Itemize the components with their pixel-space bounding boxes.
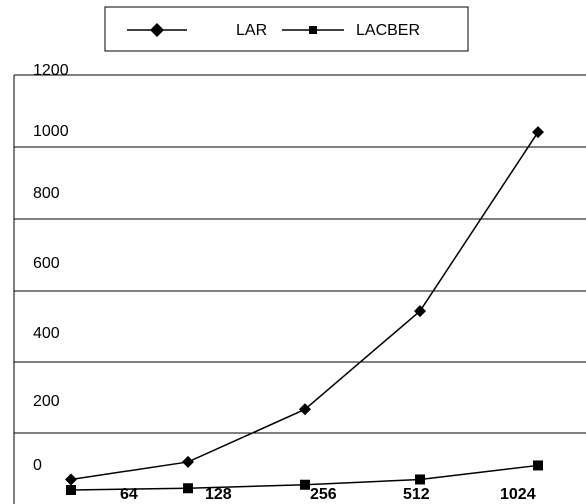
y-tick-label: 200: [33, 393, 60, 410]
x-category-labels: 64 128 256 512 1024: [120, 486, 536, 503]
x-category-label: 128: [205, 486, 232, 503]
data-point-diamond: [299, 403, 311, 416]
y-tick-labels: 0 200 400 600 800 1000 1200: [33, 62, 69, 474]
x-category-label: 512: [403, 486, 430, 503]
data-point-square: [415, 474, 425, 485]
legend: LAR LACBER: [104, 6, 469, 52]
data-point-diamond: [65, 473, 77, 486]
legend-box: [104, 6, 469, 52]
legend-marker-lar: [150, 23, 164, 37]
data-point-diamond: [414, 305, 426, 318]
series-lar: [65, 126, 544, 486]
data-point-square: [533, 460, 543, 471]
series-line: [70, 131, 539, 481]
legend-marker-lacber: [309, 26, 317, 34]
legend-label-lar: LAR: [236, 22, 267, 39]
series-layer: [65, 126, 544, 495]
y-tick-label: 400: [33, 325, 60, 342]
data-point-square: [183, 483, 193, 494]
y-tick-label: 600: [33, 255, 60, 272]
legend-label-lacber: LACBER: [356, 22, 420, 39]
y-tick-label: 800: [33, 185, 60, 202]
data-point-diamond: [182, 455, 194, 468]
y-tick-label: 1000: [33, 123, 69, 140]
y-tick-label: 1200: [33, 62, 69, 79]
data-point-diamond: [532, 126, 544, 139]
x-category-label: 1024: [500, 486, 536, 503]
data-point-square: [300, 479, 310, 490]
series-lacber: [66, 460, 543, 495]
x-category-label: 256: [310, 486, 337, 503]
gridlines: [14, 74, 586, 434]
x-category-label: 64: [120, 486, 138, 503]
y-tick-label: 0: [33, 457, 42, 474]
data-point-square: [66, 485, 76, 495]
